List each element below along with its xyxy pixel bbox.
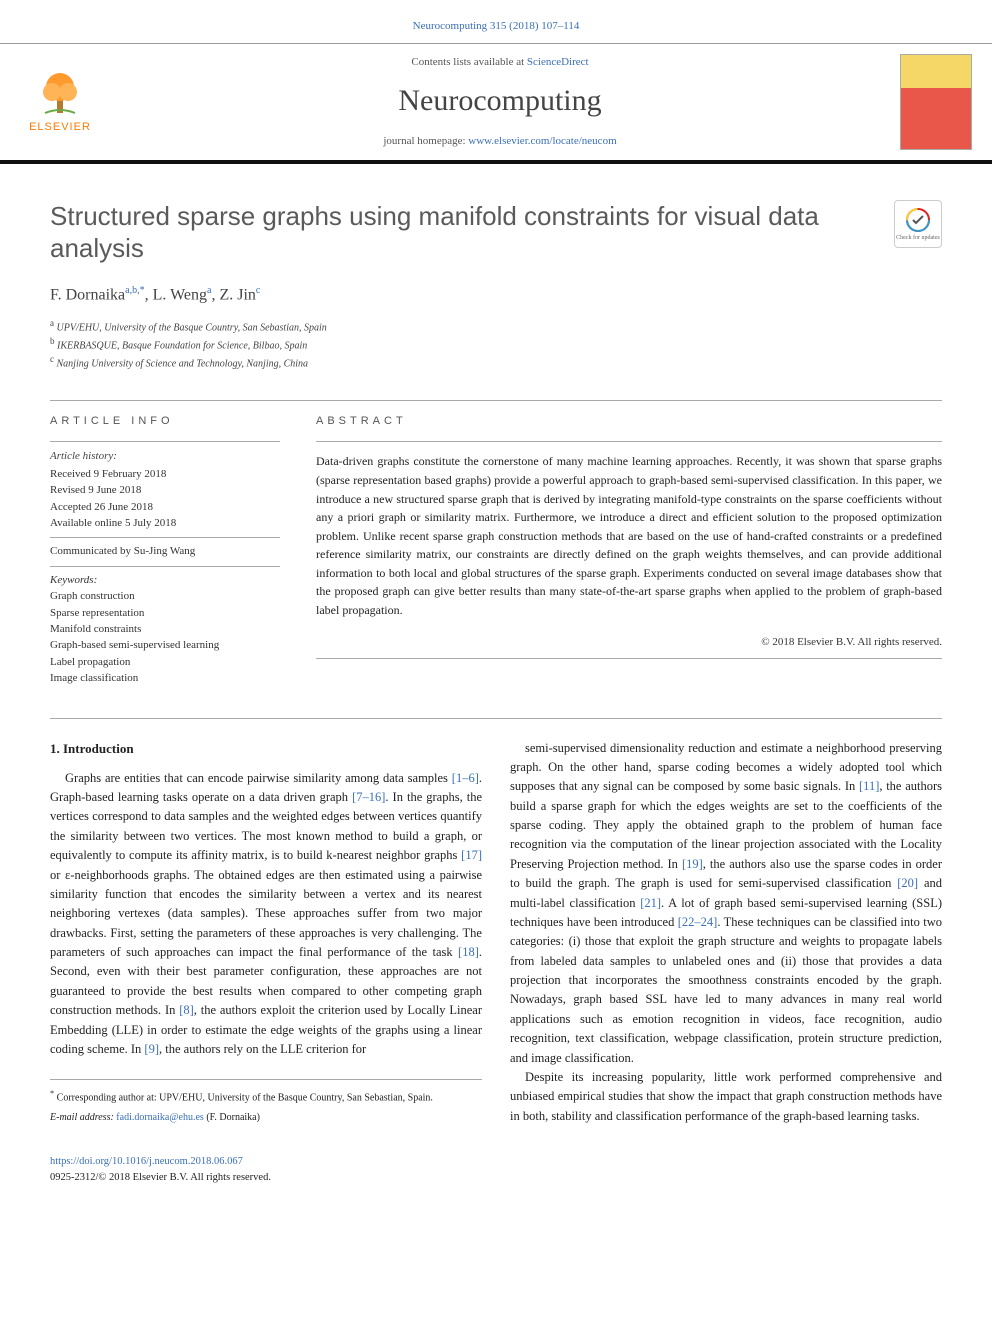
author-name: Z. Jin [219, 286, 255, 303]
contents-available-line: Contents lists available at ScienceDirec… [100, 54, 900, 71]
citation-link[interactable]: [18] [458, 945, 479, 959]
issn-copyright: 0925-2312/© 2018 Elsevier B.V. All right… [50, 1170, 482, 1186]
publisher-logo: ELSEVIER [20, 67, 100, 136]
keyword-item: Graph-based semi-supervised learning [50, 638, 280, 653]
author-affil-sup: c [256, 285, 260, 296]
article-title: Structured sparse graphs using manifold … [50, 200, 874, 265]
article-info-heading: article info [50, 413, 280, 430]
citation-link[interactable]: [17] [461, 848, 482, 862]
citation-link[interactable]: [7–16] [352, 790, 385, 804]
crossmark-icon [905, 207, 931, 233]
affiliation-item: a UPV/EHU, University of the Basque Coun… [50, 317, 942, 335]
online-date: Available online 5 July 2018 [50, 516, 280, 531]
section-heading-intro: 1. Introduction [50, 739, 482, 759]
contents-prefix: Contents lists available at [411, 56, 526, 68]
author-email-link[interactable]: fadi.dornaika@ehu.es [116, 1112, 204, 1123]
sciencedirect-link[interactable]: ScienceDirect [527, 56, 589, 68]
citation-link[interactable]: [11] [859, 779, 879, 793]
citation-link[interactable]: [20] [897, 876, 918, 890]
revised-date: Revised 9 June 2018 [50, 483, 280, 498]
doi-link[interactable]: https://doi.org/10.1016/j.neucom.2018.06… [50, 1156, 243, 1167]
affiliation-item: b IKERBASQUE, Basque Foundation for Scie… [50, 335, 942, 353]
intro-paragraph-2: semi-supervised dimensionality reduction… [510, 739, 942, 1068]
email-label: E-mail address: [50, 1112, 116, 1123]
article-history-label: Article history: [50, 448, 280, 465]
abstract-text: Data-driven graphs constitute the corner… [316, 452, 942, 619]
keyword-item: Label propagation [50, 655, 280, 670]
author-affil-sup: a [207, 285, 211, 296]
masthead: ELSEVIER Contents lists available at Sci… [0, 43, 992, 164]
received-date: Received 9 February 2018 [50, 467, 280, 482]
communicated-by: Communicated by Su-Jing Wang [50, 544, 280, 559]
masthead-center: Contents lists available at ScienceDirec… [100, 54, 900, 150]
publisher-name: ELSEVIER [29, 119, 91, 136]
body-column-right: semi-supervised dimensionality reduction… [510, 739, 942, 1187]
journal-homepage-line: journal homepage: www.elsevier.com/locat… [100, 133, 900, 150]
keyword-item: Sparse representation [50, 606, 280, 621]
corresponding-author-block: * Corresponding author at: UPV/EHU, Univ… [50, 1079, 482, 1125]
journal-homepage-link[interactable]: www.elsevier.com/locate/neucom [468, 135, 616, 147]
affiliation-item: c Nanjing University of Science and Tech… [50, 353, 942, 371]
abstract-heading: abstract [316, 413, 942, 430]
elsevier-tree-icon [35, 67, 85, 117]
author-affil-sup: a,b,* [125, 285, 144, 296]
keywords-list: Graph construction Sparse representationM… [50, 589, 280, 686]
author-name: F. Dornaika [50, 286, 125, 303]
email-owner: (F. Dornaika) [204, 1112, 260, 1123]
doi-block: https://doi.org/10.1016/j.neucom.2018.06… [50, 1154, 482, 1187]
author-name: L. Weng [153, 286, 207, 303]
keyword-item: Image classification [50, 671, 280, 686]
abstract-column: abstract Data-driven graphs constitute t… [316, 413, 942, 688]
abstract-copyright: © 2018 Elsevier B.V. All rights reserved… [316, 634, 942, 651]
corr-text: Corresponding author at: UPV/EHU, Univer… [57, 1093, 433, 1104]
intro-paragraph-1: Graphs are entities that can encode pair… [50, 769, 482, 1060]
check-updates-label: Check for updates [896, 235, 940, 241]
citation-link[interactable]: [9] [144, 1042, 159, 1056]
citation-link[interactable]: [22–24] [678, 915, 718, 929]
citation-link[interactable]: [21] [640, 896, 661, 910]
citation-link[interactable]: [1–6] [452, 771, 479, 785]
corr-marker: * [50, 1089, 54, 1098]
author-list: F. Dornaikaa,b,*, L. Wenga, Z. Jinc [50, 283, 942, 307]
keyword-item: Manifold constraints [50, 622, 280, 637]
check-updates-badge[interactable]: Check for updates [894, 200, 942, 248]
citation-link[interactable]: [8] [179, 1003, 194, 1017]
affiliation-list: a UPV/EHU, University of the Basque Coun… [50, 317, 942, 372]
email-line: E-mail address: fadi.dornaika@ehu.es (F.… [50, 1110, 482, 1126]
corresponding-note: * Corresponding author at: UPV/EHU, Univ… [50, 1088, 482, 1106]
keyword-item: Graph construction [50, 589, 280, 604]
article-info-column: article info Article history: Received 9… [50, 413, 280, 688]
citation-link[interactable]: [19] [682, 857, 703, 871]
keywords-label: Keywords: [50, 573, 280, 588]
running-header: Neurocomputing 315 (2018) 107–114 [0, 0, 992, 43]
journal-cover-thumbnail [900, 54, 972, 150]
homepage-prefix: journal homepage: [383, 135, 468, 147]
journal-title: Neurocomputing [100, 78, 900, 123]
accepted-date: Accepted 26 June 2018 [50, 500, 280, 515]
body-column-left: 1. Introduction Graphs are entities that… [50, 739, 482, 1187]
intro-paragraph-3: Despite its increasing popularity, littl… [510, 1068, 942, 1126]
